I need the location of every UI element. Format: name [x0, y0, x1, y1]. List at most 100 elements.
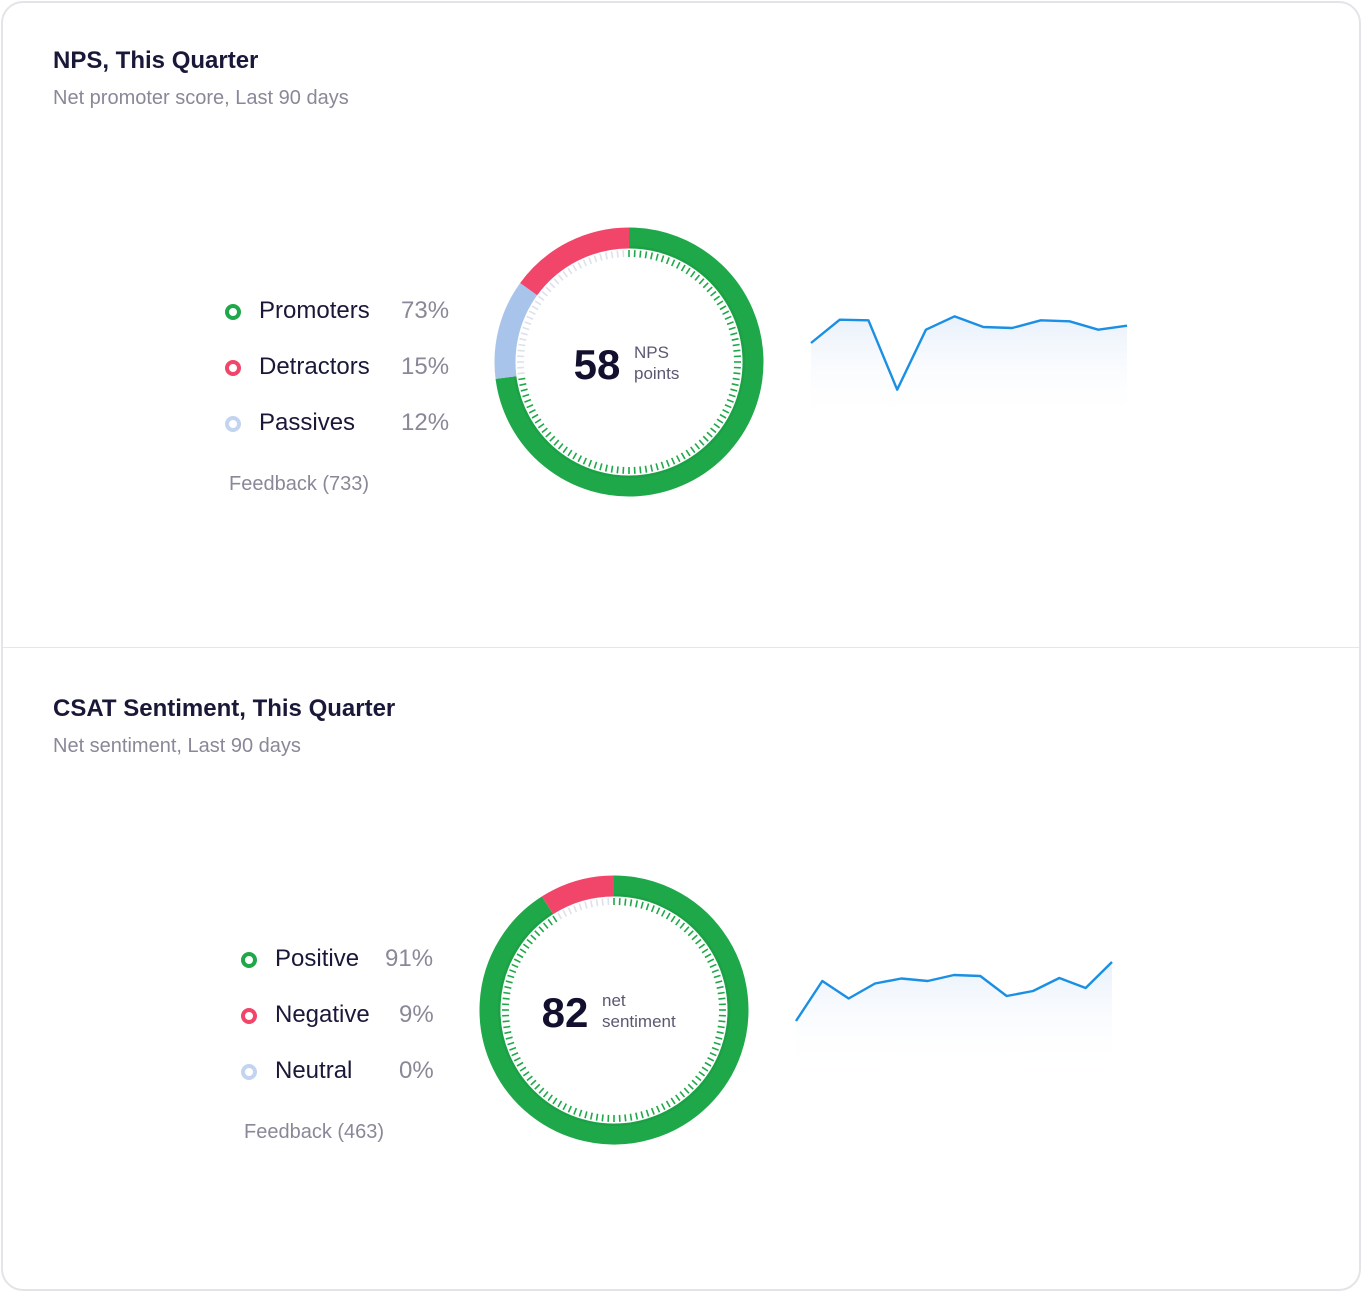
- sparkline-point[interactable]: [1106, 956, 1118, 968]
- donut-tick: [655, 463, 659, 471]
- donut-tick: [549, 282, 556, 289]
- donut-tick: [733, 349, 741, 352]
- donut-tick: [655, 253, 659, 261]
- legend-dot-icon: [241, 1064, 257, 1080]
- donut-tick: [582, 259, 588, 267]
- sparkline-area: [811, 316, 1127, 423]
- donut-tick: [640, 1111, 644, 1119]
- donut-segment-positive[interactable]: [479, 875, 749, 1145]
- donut-tick: [542, 1091, 549, 1098]
- sparkline-point[interactable]: [1064, 315, 1076, 327]
- feedback-count[interactable]: Feedback (733): [229, 473, 370, 495]
- donut-tick: [650, 905, 655, 913]
- donut-tick: [683, 926, 690, 933]
- donut-segment-passives[interactable]: [494, 282, 538, 379]
- donut-tick: [584, 901, 588, 909]
- sparkline-point[interactable]: [1121, 320, 1133, 332]
- donut-tick: [730, 332, 738, 336]
- sparkline-point[interactable]: [949, 310, 961, 322]
- nps-section: NPS, This Quarter Net promoter score, La…: [3, 3, 1359, 643]
- sparkline-point[interactable]: [816, 975, 828, 987]
- donut-tick: [716, 985, 724, 989]
- legend-dot-icon: [225, 416, 241, 432]
- donut-tick: [524, 398, 532, 403]
- donut-tick: [665, 459, 670, 467]
- donut-tick: [593, 255, 598, 263]
- donut-tick: [687, 1083, 694, 1090]
- donut-tick: [593, 461, 598, 469]
- sparkline-point[interactable]: [1080, 982, 1092, 994]
- donut-segment-rim: [497, 894, 730, 1126]
- donut-tick: [557, 274, 564, 281]
- donut-tick: [599, 253, 603, 261]
- donut-segment-promoters[interactable]: [495, 227, 764, 497]
- donut-tick: [687, 930, 694, 937]
- sparkline-point[interactable]: [869, 978, 881, 990]
- sparkline-point[interactable]: [922, 975, 934, 987]
- sparkline-point[interactable]: [790, 1015, 802, 1027]
- donut-tick: [547, 1094, 553, 1102]
- donut-tick: [710, 290, 717, 297]
- sparkline-point[interactable]: [805, 337, 817, 349]
- section-title: NPS, This Quarter: [53, 47, 259, 74]
- section-title: CSAT Sentiment, This Quarter: [53, 695, 396, 722]
- legend-label: Positive: [275, 945, 360, 972]
- sparkline-point[interactable]: [1035, 314, 1047, 326]
- sparkline-area: [796, 962, 1112, 1071]
- sparkline-line: [810, 315, 1128, 391]
- donut-tick: [707, 958, 715, 964]
- donut-tick: [675, 261, 681, 269]
- donut-tick: [518, 377, 526, 381]
- feedback-count[interactable]: Feedback (463): [244, 1121, 385, 1143]
- donut-segment-negative[interactable]: [541, 875, 615, 915]
- sparkline-point[interactable]: [920, 324, 932, 336]
- sparkline-point[interactable]: [843, 993, 855, 1005]
- donut-tick: [528, 310, 536, 316]
- donut-tick: [639, 250, 642, 258]
- donut-tick: [715, 980, 723, 984]
- donut-tick: [534, 300, 542, 306]
- sparkline-point[interactable]: [1092, 324, 1104, 336]
- donut-tick: [507, 974, 515, 979]
- sparkline-point[interactable]: [1053, 972, 1065, 984]
- donut-tick: [726, 321, 734, 326]
- sparkline-point[interactable]: [1027, 985, 1039, 997]
- legend-label: Detractors: [259, 353, 370, 380]
- donut-tick: [715, 1036, 723, 1040]
- donut-tick: [660, 909, 666, 917]
- donut-tick: [640, 901, 644, 909]
- donut-tick: [695, 938, 702, 945]
- sparkline-point[interactable]: [834, 314, 846, 326]
- csat-trend-sparkline: [794, 956, 1118, 1071]
- donut-tick: [534, 418, 542, 424]
- donut-tick: [707, 1056, 715, 1062]
- donut-tick: [567, 907, 573, 915]
- sparkline-point[interactable]: [948, 969, 960, 981]
- sparkline-point[interactable]: [974, 970, 986, 982]
- donut-tick: [709, 963, 717, 969]
- donut-tick: [511, 1051, 519, 1057]
- donut-tick: [526, 938, 533, 945]
- donut-tick: [531, 413, 539, 419]
- donut-tick: [519, 383, 527, 387]
- donut-tick: [595, 899, 599, 907]
- donut-tick: [509, 969, 517, 974]
- sparkline-point[interactable]: [862, 314, 874, 326]
- donut-tick: [557, 1100, 563, 1108]
- donut-tick: [547, 918, 553, 926]
- donut-segment-detractors[interactable]: [520, 227, 630, 296]
- donut-tick: [537, 295, 545, 301]
- donut-tick: [517, 372, 525, 375]
- sparkline-point[interactable]: [895, 973, 907, 985]
- sparkline-point[interactable]: [1001, 990, 1013, 1002]
- donut-tick: [698, 439, 705, 446]
- donut-tick: [660, 255, 665, 263]
- donut-tick: [577, 261, 583, 269]
- sparkline-point[interactable]: [891, 384, 903, 396]
- sparkline-point[interactable]: [977, 321, 989, 333]
- sparkline-point[interactable]: [1006, 322, 1018, 334]
- donut-tick: [733, 372, 741, 375]
- donut-tick: [724, 315, 732, 321]
- donut-tick: [567, 267, 573, 275]
- donut-tick: [644, 251, 648, 259]
